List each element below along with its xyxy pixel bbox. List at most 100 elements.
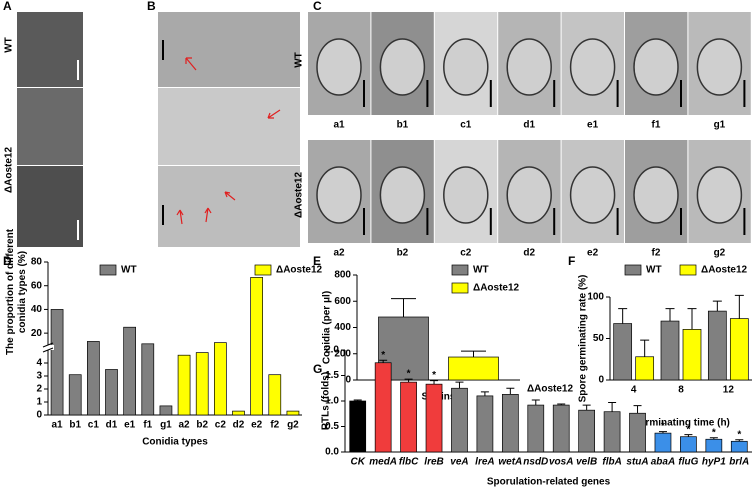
x-tick-label: vosA [549, 457, 573, 468]
row-label: WT [294, 52, 305, 68]
significance-mark: * [712, 427, 716, 438]
image-label: b1 [397, 120, 409, 131]
conidium [379, 166, 426, 224]
error-bar [618, 308, 628, 324]
y-axis-title: RTLs (folds) [321, 372, 332, 430]
y-tick-label: 600 [334, 296, 351, 307]
x-tick-label: b2 [196, 420, 208, 431]
bar [349, 400, 367, 453]
y-axis-title: Spore germinating rate (%) [578, 275, 589, 403]
error-bar [557, 403, 566, 406]
legend-swatch [451, 282, 469, 294]
image-label: c2 [460, 248, 472, 259]
panel-label: F [568, 254, 575, 268]
significance-mark: * [432, 370, 436, 381]
error-bar [640, 339, 650, 357]
y-tick-label: 800 [334, 270, 351, 281]
y-tick-label: 1.5 [325, 370, 339, 381]
conidium [633, 38, 679, 96]
x-tick-label: CK [350, 457, 365, 468]
image-label: f2 [652, 248, 661, 259]
bar [603, 411, 621, 453]
x-tick-label: hyP1 [702, 457, 726, 468]
legend-label: ΔAoste12 [701, 265, 748, 276]
bar [286, 410, 300, 416]
bar [613, 323, 633, 381]
x-tick-label: f2 [270, 420, 279, 431]
conidium [506, 166, 552, 224]
conidium [569, 166, 616, 224]
bar [141, 343, 155, 416]
error-bar [709, 437, 718, 440]
bar [195, 352, 209, 416]
image-label: g2 [714, 248, 726, 259]
panel-label: B [147, 0, 156, 13]
x-tick-label: stuA [626, 457, 648, 468]
image-label: d1 [523, 120, 535, 131]
bar [214, 342, 227, 416]
image-label: f1 [652, 120, 661, 131]
panel-label: E [313, 254, 321, 268]
legend-label: WT [121, 265, 137, 276]
legend-label: WT [473, 265, 489, 276]
arrow [204, 207, 212, 223]
y-tick-label: 2 [36, 384, 42, 395]
panel-label: D [3, 254, 12, 268]
conidium [696, 38, 743, 96]
bar [448, 356, 499, 381]
bar [476, 395, 494, 453]
y-tick-label: 3 [36, 371, 42, 382]
arrow [185, 57, 197, 71]
x-tick-label: flbC [399, 457, 419, 468]
bar [680, 436, 697, 453]
x-tick-label: 8 [678, 385, 684, 396]
legend-swatch [254, 264, 272, 276]
bar [729, 318, 749, 381]
row-label: ΔAoste12 [294, 172, 305, 219]
x-tick-label: b1 [69, 420, 81, 431]
image-label: a1 [333, 120, 345, 131]
y-tick-label: 0.0 [325, 447, 339, 458]
axis-break [42, 345, 54, 350]
conidium [633, 166, 679, 224]
x-axis-title: Germinating time (h) [632, 418, 730, 429]
panel-label: G [313, 362, 322, 376]
legend-label: WT [646, 265, 662, 276]
legend-swatch [624, 264, 642, 276]
bar [654, 432, 672, 453]
y-tick-label: 0.5 [325, 421, 339, 432]
annotation: ΔAoste12 [527, 384, 574, 395]
bar [250, 277, 263, 416]
micrograph [158, 88, 300, 165]
conidium [443, 166, 489, 224]
error-bar [379, 359, 388, 363]
conidium [569, 38, 616, 96]
x-axis-title: Conidia types [142, 437, 208, 448]
y-tick-label: 0 [345, 375, 351, 386]
significance-mark: * [737, 429, 741, 440]
micrograph [158, 12, 300, 87]
y-tick-label: 60 [31, 280, 43, 291]
bar [159, 405, 173, 416]
y-tick-label: 4 [36, 358, 42, 369]
significance-mark: * [661, 421, 665, 432]
x-tick-label: brlA [729, 457, 749, 468]
y-axis-title: Conidia (per μl) [322, 291, 333, 364]
bar [501, 394, 519, 453]
y-tick-label: 1 [36, 397, 42, 408]
bar [635, 356, 655, 381]
bar [374, 362, 392, 453]
bar [705, 438, 723, 453]
image-label: g1 [714, 120, 726, 131]
significance-mark: * [686, 424, 690, 435]
bar [87, 341, 100, 416]
x-tick-label: veA [450, 457, 468, 468]
x-tick-label: fluG [678, 457, 698, 468]
bar [660, 320, 680, 381]
y-tick-label: 200 [334, 348, 351, 359]
y-tick-label: 0 [36, 410, 42, 421]
legend-swatch [451, 264, 469, 276]
x-tick-label: flbA [602, 457, 621, 468]
y-tick-label: 100 [587, 292, 604, 303]
